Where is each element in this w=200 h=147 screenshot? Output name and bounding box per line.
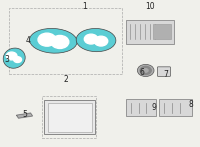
- Ellipse shape: [76, 29, 116, 52]
- Text: 5: 5: [22, 110, 27, 119]
- FancyBboxPatch shape: [48, 102, 92, 132]
- FancyBboxPatch shape: [126, 20, 174, 44]
- Circle shape: [143, 69, 148, 72]
- Text: 1: 1: [82, 2, 86, 11]
- Text: 4: 4: [26, 36, 31, 45]
- FancyBboxPatch shape: [44, 100, 95, 134]
- Circle shape: [38, 33, 56, 46]
- Circle shape: [14, 57, 22, 62]
- Circle shape: [84, 34, 98, 44]
- Circle shape: [137, 64, 154, 76]
- Bar: [153, 24, 171, 39]
- Text: 10: 10: [145, 2, 154, 11]
- Circle shape: [140, 66, 151, 75]
- Circle shape: [6, 52, 17, 60]
- Text: 3: 3: [4, 55, 9, 64]
- FancyBboxPatch shape: [157, 67, 171, 76]
- Ellipse shape: [3, 48, 25, 68]
- Polygon shape: [17, 113, 32, 118]
- Text: 2: 2: [64, 75, 69, 84]
- Bar: [42, 96, 96, 138]
- Ellipse shape: [30, 29, 77, 53]
- Text: 6: 6: [139, 68, 144, 77]
- Bar: [9, 8, 122, 74]
- FancyBboxPatch shape: [126, 100, 156, 116]
- Circle shape: [94, 36, 108, 46]
- Text: 7: 7: [163, 70, 168, 78]
- Text: 9: 9: [151, 103, 156, 112]
- Circle shape: [51, 35, 69, 49]
- Text: 8: 8: [189, 100, 194, 109]
- FancyBboxPatch shape: [159, 100, 192, 116]
